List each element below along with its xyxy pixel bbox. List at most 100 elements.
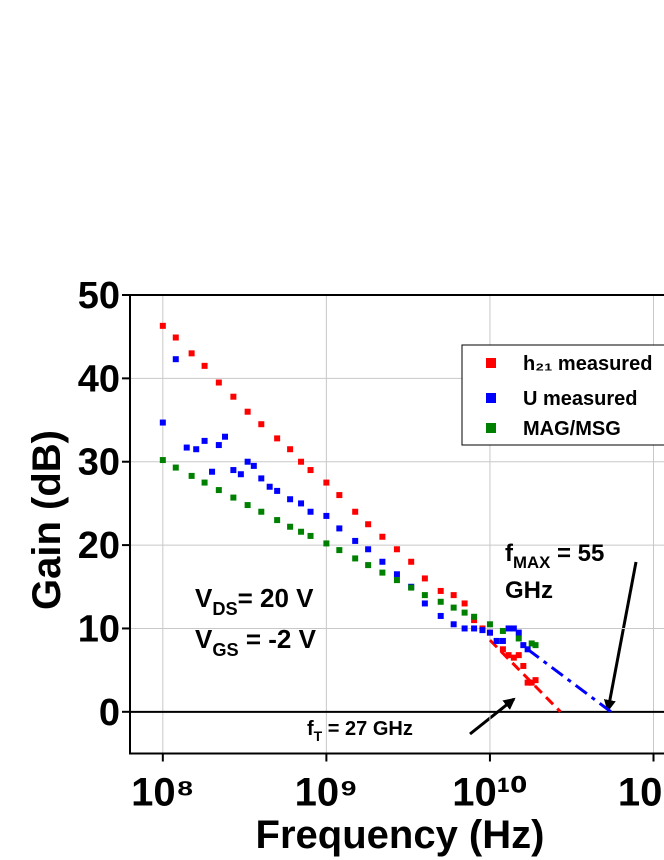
data-point — [244, 458, 251, 465]
data-point — [307, 532, 314, 539]
x-tick-label: 10¹⁰ — [452, 771, 527, 815]
data-point — [230, 467, 237, 474]
data-point — [230, 494, 237, 501]
x-tick-label: 10⁹ — [295, 771, 358, 815]
data-point — [298, 528, 305, 535]
data-point — [250, 462, 257, 469]
data-point — [528, 640, 535, 647]
data-point — [450, 621, 457, 628]
data-point — [258, 508, 265, 515]
data-point — [336, 492, 343, 499]
data-point — [287, 523, 294, 530]
data-point — [493, 637, 500, 644]
legend-label: MAG/MSG — [523, 418, 621, 440]
data-point — [258, 475, 265, 482]
data-point — [524, 646, 531, 653]
data-point — [499, 646, 506, 653]
data-point — [201, 437, 208, 444]
data-point — [323, 540, 330, 547]
x-axis-label: Frequency (Hz) — [256, 813, 545, 857]
data-point — [323, 512, 330, 519]
plot-frame — [129, 294, 664, 755]
data-point — [244, 502, 251, 509]
y-tick-label: 40 — [78, 358, 120, 400]
data-point — [201, 362, 208, 369]
data-point — [486, 629, 493, 636]
data-point — [287, 496, 294, 503]
y-tick-label: 0 — [99, 692, 120, 734]
annotation-subscript: MAX — [513, 553, 551, 572]
data-point — [515, 652, 522, 659]
data-point — [393, 546, 400, 553]
data-point — [307, 467, 314, 474]
data-point — [393, 571, 400, 578]
annotation-subscript: T — [314, 728, 323, 744]
data-point — [421, 575, 428, 582]
legend-label: h₂₁ measured — [523, 353, 652, 375]
annotation: VDS= 20 V — [195, 583, 314, 619]
data-point — [298, 458, 305, 465]
data-point — [183, 444, 190, 451]
data-point — [421, 592, 428, 599]
annotation-text: = 55 — [550, 540, 604, 567]
y-axis-label: Gain (dB) — [25, 430, 69, 610]
data-point — [209, 468, 216, 475]
data-point — [515, 635, 522, 642]
x-tick-label: 10⁸ — [131, 771, 194, 815]
data-point — [159, 322, 166, 329]
data-point — [274, 517, 281, 524]
data-point — [188, 472, 195, 479]
data-point — [486, 621, 493, 628]
data-point — [528, 679, 535, 686]
y-tick-label: 20 — [78, 525, 120, 567]
data-point — [237, 471, 244, 478]
data-point — [408, 584, 415, 591]
data-point — [421, 600, 428, 607]
data-point — [298, 500, 305, 507]
arrow — [603, 561, 638, 712]
data-point — [437, 587, 444, 594]
data-point — [230, 393, 237, 400]
data-point — [266, 483, 273, 490]
data-point — [274, 435, 281, 442]
data-point — [437, 612, 444, 619]
data-point — [352, 555, 359, 562]
data-point — [499, 637, 506, 644]
annotation-text: = 27 GHz — [322, 718, 413, 740]
data-point — [510, 625, 517, 632]
annotation-text: = -2 V — [239, 624, 317, 654]
annotation-text: GHz — [505, 577, 553, 604]
data-point — [471, 625, 478, 632]
annotation-text: f — [505, 540, 514, 567]
data-point — [222, 433, 229, 440]
data-point — [520, 642, 527, 649]
data-point — [379, 569, 386, 576]
annotation-text: f — [307, 718, 314, 740]
annotation-subscript: DS — [212, 599, 237, 619]
annotation: GHz — [505, 577, 553, 604]
data-point — [479, 627, 486, 634]
data-point — [450, 592, 457, 599]
y-tick-label: 10 — [78, 608, 120, 650]
annotation-subscript: GS — [212, 640, 238, 660]
annotation-text: V — [195, 583, 213, 613]
data-point — [532, 677, 539, 684]
data-point — [215, 379, 222, 386]
data-point — [172, 334, 179, 341]
data-point — [215, 442, 222, 449]
data-point — [437, 598, 444, 605]
annotation: VGS = -2 V — [195, 624, 317, 660]
data-point — [379, 558, 386, 565]
legend-marker — [486, 393, 496, 403]
data-point — [408, 558, 415, 565]
annotation: fMAX = 55 — [505, 540, 604, 572]
data-point — [172, 464, 179, 471]
data-point — [323, 479, 330, 486]
data-point — [365, 562, 372, 569]
data-point — [499, 627, 506, 634]
data-point — [515, 629, 522, 636]
data-point — [450, 604, 457, 611]
data-point — [188, 350, 195, 357]
x-tick-label: 10¹¹ — [618, 771, 664, 815]
data-point — [379, 533, 386, 540]
